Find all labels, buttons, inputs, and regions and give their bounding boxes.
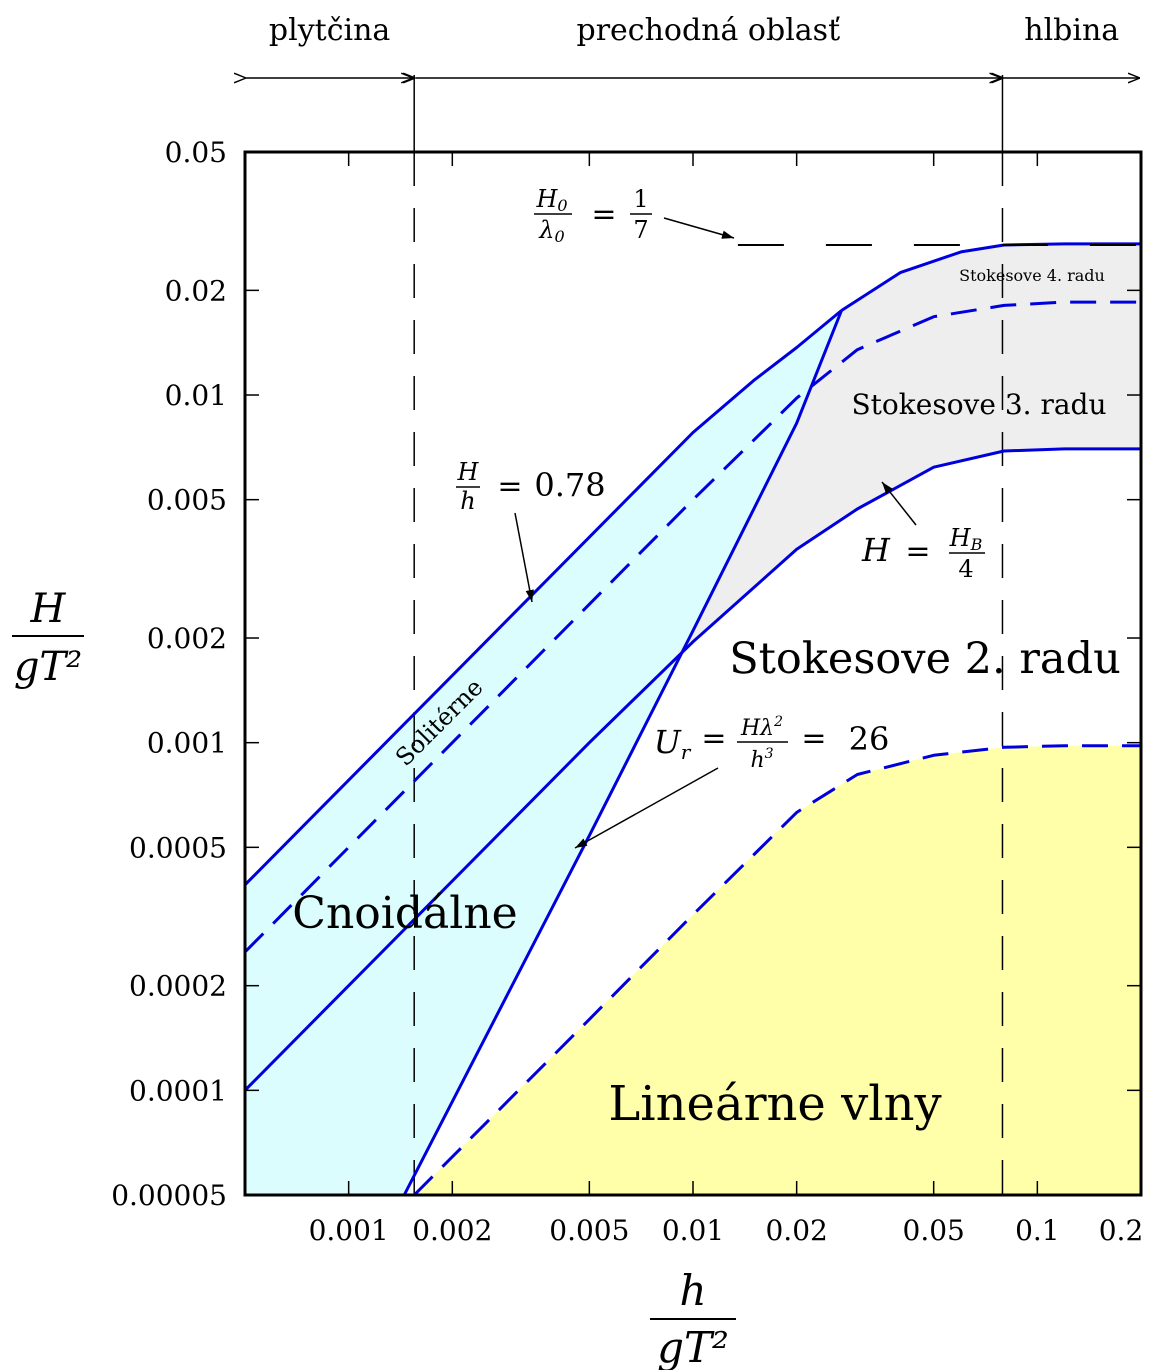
svg-text:=: = xyxy=(497,469,522,504)
svg-text:h3: h3 xyxy=(750,746,773,773)
svg-text:Hλ2: Hλ2 xyxy=(740,714,783,741)
ursell-annotation: Ur = Hλ2 h3 = 26 xyxy=(654,714,890,773)
svg-text:λ0: λ0 xyxy=(538,216,564,246)
y-tick-label-4: 0.001 xyxy=(147,727,227,760)
svg-text:Ur: Ur xyxy=(654,723,692,764)
steepness-arrow xyxy=(663,217,735,239)
svg-text:=: = xyxy=(591,197,616,232)
series-line-4 xyxy=(402,309,843,1195)
svg-text:4: 4 xyxy=(958,555,973,583)
steepness-annotation: H0 λ0 = 1 7 xyxy=(534,185,652,246)
y-tick-label-3: 0.0005 xyxy=(129,831,227,864)
y-tick-label-7: 0.01 xyxy=(165,379,227,412)
label-stokes4: Stokesove 4. radu xyxy=(959,266,1105,285)
label-stokes2: Stokesove 2. radu xyxy=(729,634,1121,684)
svg-text:=: = xyxy=(701,721,726,756)
series-line-5 xyxy=(413,744,1141,1195)
svg-text:=: = xyxy=(905,534,930,569)
y-tick-label-2: 0.0002 xyxy=(129,970,227,1003)
x-axis-label: h gT² xyxy=(650,1266,736,1370)
ursell-arrow xyxy=(574,767,719,849)
zone-label-1: prechodná oblasť xyxy=(577,13,841,48)
zone-label-2: hlbina xyxy=(1024,13,1119,48)
svg-text:gT²: gT² xyxy=(14,644,82,690)
y-tick-label-1: 0.0001 xyxy=(129,1074,227,1107)
stokes-limit-arrow xyxy=(881,481,917,526)
svg-text:1: 1 xyxy=(633,185,648,213)
svg-text:h: h xyxy=(679,1266,706,1315)
svg-text:H: H xyxy=(457,458,480,486)
x-tick-label-6: 0.1 xyxy=(1015,1214,1060,1247)
fill-stokes xyxy=(653,243,1141,687)
y-tick-label-6: 0.005 xyxy=(147,484,227,517)
y-tick-label-9: 0.05 xyxy=(165,136,227,169)
x-tick-label-5: 0.05 xyxy=(903,1214,965,1247)
series-line-1 xyxy=(245,300,1141,954)
fill-linear xyxy=(414,745,1141,1195)
breaking-annotation: H h = 0.78 xyxy=(456,458,606,515)
svg-text:26: 26 xyxy=(849,720,890,758)
x-tick-label-1: 0.002 xyxy=(412,1214,492,1247)
label-linear: Lineárne vlny xyxy=(608,1076,941,1132)
series-line-2 xyxy=(840,242,1141,312)
svg-text:H: H xyxy=(861,531,891,569)
svg-text:=: = xyxy=(801,721,826,756)
svg-text:h: h xyxy=(460,487,475,515)
x-tick-label-0: 0.001 xyxy=(309,1214,389,1247)
x-tick-label-3: 0.01 xyxy=(662,1214,724,1247)
zone-label-0: plytčina xyxy=(269,13,391,48)
stokes-limit-annotation: H = HB 4 xyxy=(861,524,985,583)
y-tick-label-0: 0.00005 xyxy=(111,1179,227,1212)
svg-text:7: 7 xyxy=(633,216,648,244)
label-stokes3: Stokesove 3. radu xyxy=(852,388,1107,421)
y-tick-label-8: 0.02 xyxy=(165,274,227,307)
fill-cnoidal xyxy=(245,310,842,1195)
svg-text:HB: HB xyxy=(949,524,983,554)
breaking-arrow xyxy=(514,512,534,603)
y-axis-label: H gT² xyxy=(12,586,84,690)
svg-text:0.78: 0.78 xyxy=(534,466,605,504)
y-tick-label-5: 0.002 xyxy=(147,622,227,655)
x-tick-label-7: 0.2 xyxy=(1099,1214,1144,1247)
svg-text:H0: H0 xyxy=(535,185,567,215)
x-tick-label-2: 0.005 xyxy=(549,1214,629,1247)
x-tick-label-4: 0.02 xyxy=(765,1214,827,1247)
series-line-3 xyxy=(245,447,1141,1092)
label-cnoidal: Cnoidálne xyxy=(292,888,517,939)
svg-text:H: H xyxy=(30,586,67,632)
svg-text:gT²: gT² xyxy=(657,1323,729,1370)
